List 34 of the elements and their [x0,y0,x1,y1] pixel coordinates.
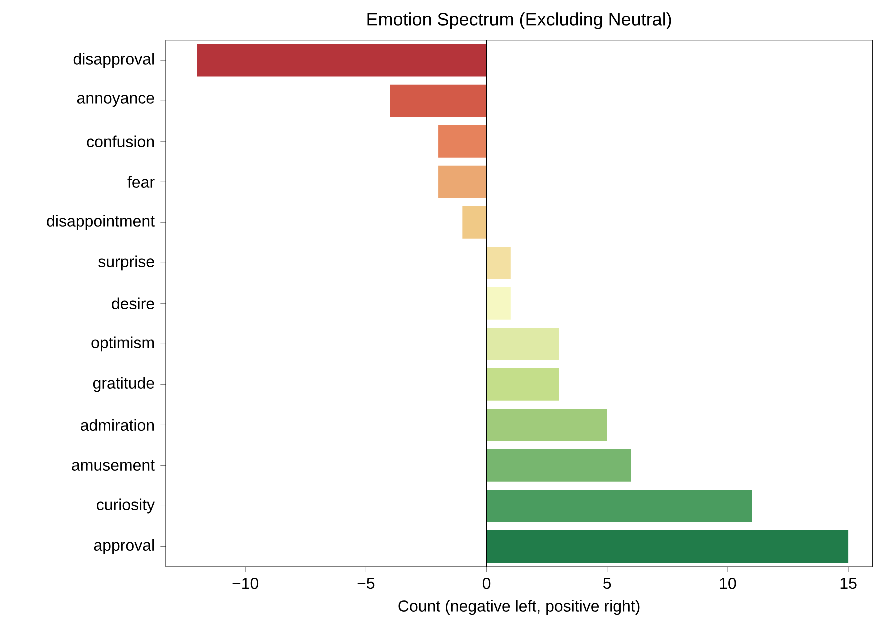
y-tick-label: disappointment [47,215,155,230]
bar [486,328,560,360]
bar [438,125,487,158]
bar [197,44,487,77]
y-tick-label: annoyance [77,95,154,108]
bar [486,368,560,401]
y-tick-label: disapproval [74,53,154,68]
x-axis-title: Count (negative left, positive right) [398,600,640,616]
x-tick-label: −10 [232,578,259,590]
bar [486,287,511,320]
x-tick-label: 15 [840,578,857,590]
y-tick-label: confusion [87,136,154,148]
bar [486,530,849,563]
x-tick-label: 0 [482,578,491,590]
bar [486,490,752,522]
bar [462,206,487,239]
bar [390,84,487,118]
y-tick-label: curiosity [97,498,156,514]
bar [486,246,511,280]
x-tick-label: −5 [358,578,375,590]
chart-title: Emotion Spectrum (Excluding Neutral) [368,12,672,30]
bar [486,450,632,482]
y-tick-label: admiration [81,419,154,432]
y-tick-label: approval [94,539,154,554]
bar [486,409,608,442]
y-tick-label: optimism [92,336,154,352]
bar [438,166,487,198]
x-tick-label: 10 [720,578,736,590]
y-tick-label: surprise [98,256,154,271]
y-tick-label: fear [128,176,155,188]
y-tick-label: desire [112,298,154,310]
y-tick-label: amusement [72,460,155,471]
x-tick-label: 5 [604,578,612,590]
y-tick-label: gratitude [93,377,154,392]
